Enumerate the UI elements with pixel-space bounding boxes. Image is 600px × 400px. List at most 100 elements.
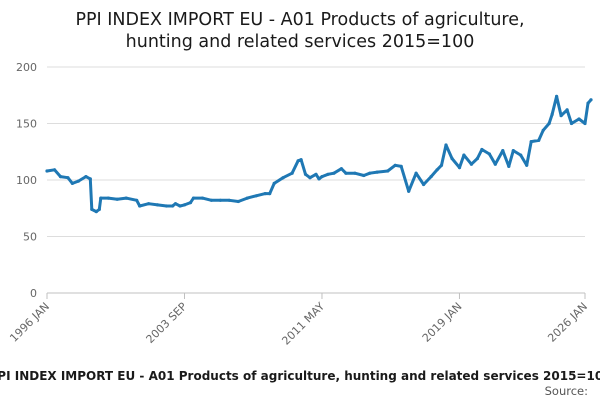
source-label: Source: [545, 384, 588, 398]
data-point [182, 203, 187, 207]
data-point [487, 152, 491, 156]
chart-title: PPI INDEX IMPORT EU - A01 Products of ag… [75, 10, 524, 52]
data-point [344, 171, 348, 175]
data-point [362, 173, 366, 178]
x-tick-label: 2011 MAY [279, 300, 327, 348]
data-point [173, 202, 178, 206]
plot-area [45, 94, 593, 214]
y-tick-label: 50 [23, 231, 37, 244]
data-point [569, 121, 574, 126]
data-point [303, 172, 308, 176]
data-point [299, 158, 303, 162]
chart-title-line-1: PPI INDEX IMPORT EU - A01 Products of ag… [75, 10, 524, 30]
data-point [188, 201, 193, 205]
data-point [281, 176, 285, 180]
data-point [263, 192, 267, 196]
data-point [555, 94, 559, 98]
x-axis: 1996 JAN 2003 SEP 2011 MAY 2019 JAN 2026 JAN [7, 292, 590, 348]
data-point [422, 182, 426, 187]
data-point [493, 162, 497, 166]
data-point [475, 156, 479, 161]
data-point [589, 98, 593, 102]
data-point [450, 156, 454, 161]
data-point [236, 199, 240, 204]
data-point [480, 147, 484, 152]
data-point [272, 181, 276, 185]
data-point [94, 210, 98, 214]
data-point [541, 128, 545, 132]
data-point [339, 167, 343, 171]
x-tick-label: 1996 JAN [7, 300, 52, 345]
data-point [124, 196, 128, 200]
data-point [191, 196, 196, 200]
data-point [511, 149, 515, 153]
data-point [178, 204, 182, 208]
data-point [457, 166, 462, 170]
data-point [165, 204, 169, 208]
data-point [519, 153, 523, 157]
x-tick-label: 2026 JAN [545, 300, 590, 345]
data-point [70, 181, 74, 185]
data-point [375, 170, 379, 174]
data-point [66, 176, 70, 180]
data-point [308, 176, 312, 180]
data-point [577, 117, 581, 121]
data-point [58, 175, 63, 179]
data-point [583, 121, 587, 126]
data-point [227, 198, 231, 202]
data-point [353, 171, 357, 175]
data-point [314, 172, 318, 176]
data-point [45, 169, 49, 173]
chart-title-line-2: hunting and related services 2015=100 [126, 32, 475, 52]
data-point [290, 171, 294, 175]
data-point [525, 163, 529, 167]
data-point [90, 207, 94, 211]
data-point [507, 164, 511, 168]
data-point [245, 196, 249, 200]
data-point [469, 162, 473, 166]
data-point [565, 108, 569, 112]
data-point [559, 114, 563, 118]
data-point [317, 177, 321, 181]
data-point [407, 189, 411, 193]
data-point [200, 196, 204, 200]
data-point [444, 143, 448, 147]
data-point [537, 138, 541, 142]
data-point [435, 168, 439, 172]
data-point [462, 153, 466, 157]
data-point [135, 198, 139, 202]
data-point [386, 169, 390, 173]
data-point [586, 101, 590, 105]
data-point [399, 164, 403, 168]
data-point [88, 177, 92, 181]
data-point [156, 203, 160, 207]
data-point [115, 197, 119, 201]
data-point [550, 112, 554, 117]
data-point [52, 168, 57, 172]
data-point [414, 171, 418, 175]
legend: PPI INDEX IMPORT EU - A01 Products of ag… [0, 369, 600, 383]
data-point [326, 172, 330, 176]
y-tick-label: 0 [30, 287, 37, 300]
data-point [84, 175, 88, 179]
data-point [529, 140, 533, 144]
data-point [106, 196, 110, 200]
data-point [147, 202, 151, 206]
data-point [547, 121, 551, 126]
data-point [218, 198, 222, 202]
data-point [393, 163, 397, 167]
data-point [296, 159, 300, 163]
data-point [368, 171, 372, 175]
data-point [76, 179, 80, 183]
data-point [170, 204, 175, 208]
data-point [99, 196, 103, 200]
y-tick-label: 150 [16, 118, 37, 131]
data-point [320, 175, 324, 179]
y-tick-label: 200 [16, 61, 37, 74]
y-tick-label: 100 [16, 174, 37, 187]
y-axis: 0 50 100 150 200 [16, 61, 37, 300]
gridlines [47, 66, 585, 294]
x-tick-label: 2019 JAN [420, 300, 465, 345]
series-line [45, 94, 593, 214]
